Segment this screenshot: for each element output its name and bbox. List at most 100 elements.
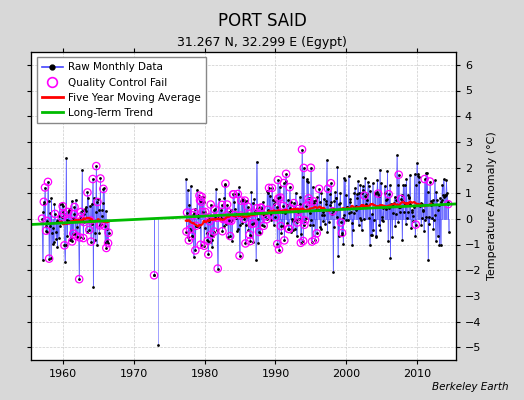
Point <box>293 219 301 226</box>
Point <box>277 223 285 229</box>
Point <box>367 232 375 238</box>
Point <box>406 201 414 207</box>
Point <box>104 230 113 236</box>
Point <box>59 203 67 210</box>
Point <box>264 206 272 213</box>
Point <box>281 178 290 184</box>
Point <box>410 204 418 210</box>
Point <box>69 230 78 237</box>
Point <box>201 209 210 215</box>
Point <box>205 218 214 224</box>
Point <box>337 219 345 226</box>
Point <box>99 186 107 192</box>
Point <box>311 237 319 243</box>
Point <box>49 225 58 232</box>
Point <box>270 201 278 207</box>
Point <box>390 194 399 200</box>
Point <box>207 231 215 238</box>
Point <box>59 209 68 215</box>
Point <box>200 242 209 249</box>
Point <box>321 220 329 227</box>
Point <box>334 201 343 207</box>
Point <box>242 222 250 228</box>
Point <box>395 204 403 210</box>
Point <box>191 206 199 212</box>
Point <box>40 201 49 207</box>
Point <box>444 201 452 207</box>
Point <box>305 199 313 205</box>
Point <box>43 179 52 185</box>
Point <box>262 210 270 216</box>
Point <box>328 211 336 217</box>
Point <box>312 230 321 236</box>
Point <box>383 168 391 174</box>
Point <box>438 182 446 189</box>
Point <box>439 192 447 198</box>
Point <box>307 164 315 171</box>
Point <box>42 228 50 234</box>
Point <box>274 195 282 202</box>
Point <box>284 226 292 232</box>
Point <box>354 178 362 184</box>
Point <box>304 195 313 202</box>
Point <box>56 201 64 208</box>
Point <box>57 214 66 220</box>
Point <box>268 196 277 203</box>
Point <box>264 206 272 213</box>
Point <box>232 210 241 216</box>
Point <box>388 233 396 240</box>
Point <box>61 259 69 265</box>
Point <box>58 201 66 208</box>
Point <box>189 212 197 218</box>
Point <box>79 235 88 241</box>
Point <box>227 218 235 224</box>
Point <box>292 217 300 223</box>
Point <box>399 198 407 204</box>
Point <box>267 211 275 217</box>
Point <box>346 196 355 202</box>
Point <box>51 211 59 217</box>
Point <box>420 176 429 182</box>
Point <box>70 211 78 217</box>
Point <box>299 238 308 244</box>
Point <box>213 227 221 233</box>
Point <box>371 191 379 198</box>
Point <box>207 231 215 238</box>
Point <box>300 165 308 171</box>
Point <box>299 238 308 244</box>
Point <box>378 217 386 224</box>
Point <box>189 254 198 260</box>
Point <box>205 214 213 220</box>
Point <box>57 214 66 220</box>
Point <box>41 184 49 191</box>
Point <box>51 229 60 235</box>
Point <box>319 208 327 215</box>
Point <box>289 227 297 233</box>
Point <box>197 199 205 205</box>
Point <box>78 166 86 173</box>
Point <box>237 198 245 204</box>
Point <box>211 214 220 221</box>
Point <box>245 211 253 217</box>
Point <box>294 206 302 212</box>
Point <box>234 191 242 197</box>
Point <box>236 212 245 219</box>
Point <box>345 210 353 216</box>
Point <box>308 238 316 245</box>
Legend: Raw Monthly Data, Quality Control Fail, Five Year Moving Average, Long-Term Tren: Raw Monthly Data, Quality Control Fail, … <box>37 57 206 123</box>
Point <box>417 221 425 228</box>
Point <box>252 257 260 263</box>
Point <box>356 215 364 221</box>
Point <box>220 195 228 201</box>
Point <box>290 205 299 212</box>
Point <box>329 208 337 214</box>
Point <box>320 211 329 218</box>
Point <box>266 192 275 199</box>
Point <box>298 174 307 180</box>
Point <box>229 191 237 198</box>
Point <box>100 185 108 191</box>
Point <box>425 178 434 185</box>
Point <box>310 198 318 205</box>
Point <box>244 204 252 210</box>
Point <box>389 209 398 216</box>
